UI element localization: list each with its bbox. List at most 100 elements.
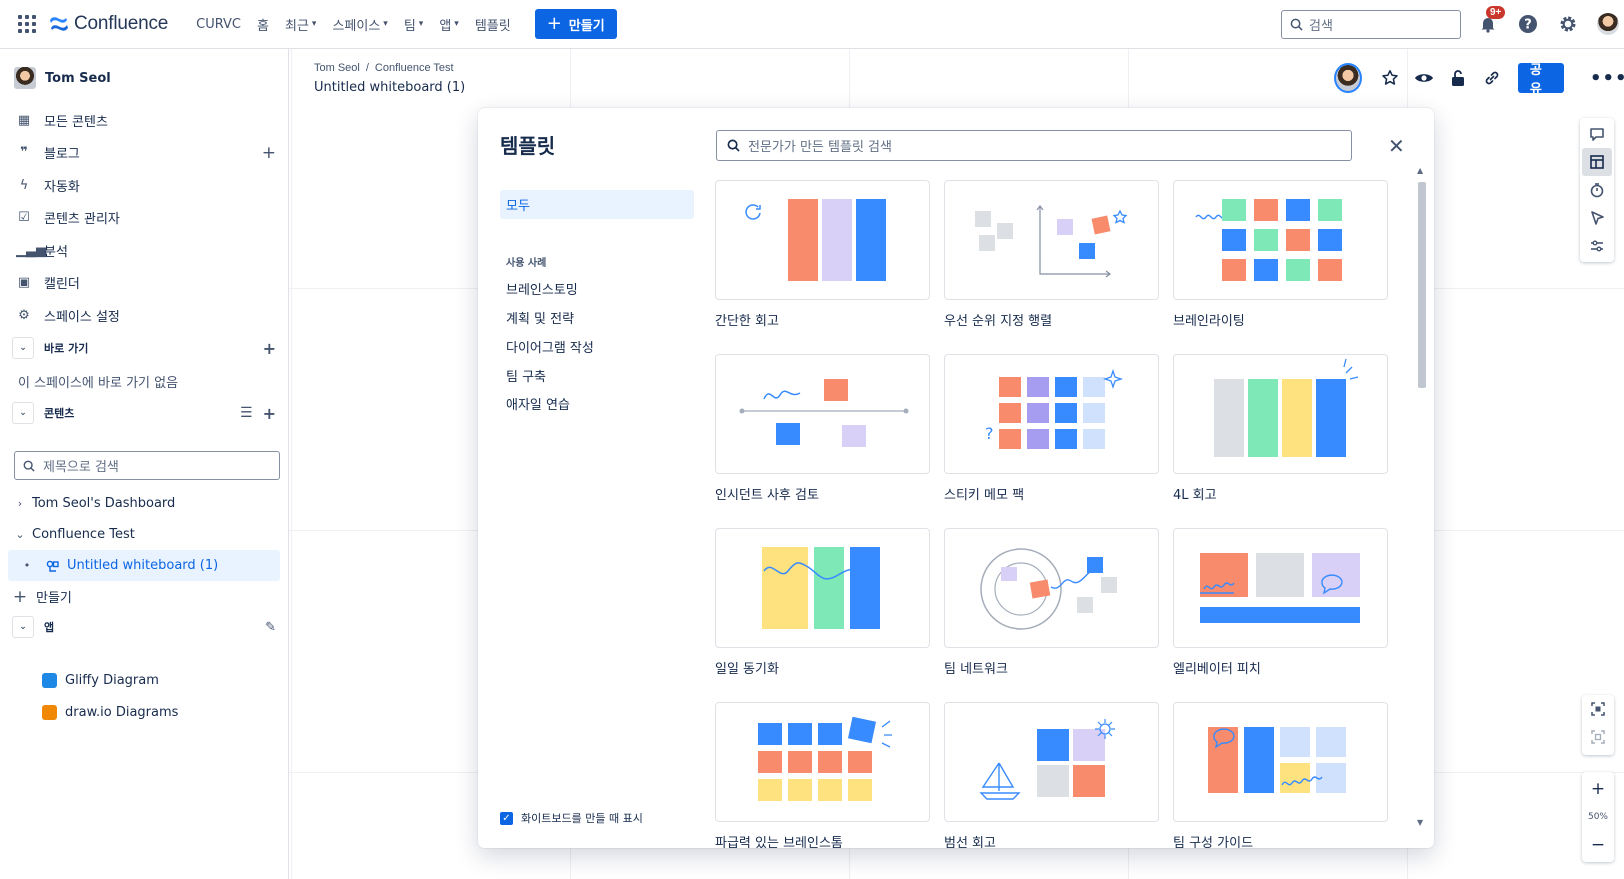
template-card-incident-review[interactable]: 인시던트 사후 검토 <box>715 354 930 503</box>
sidebar-nav: ▦ 모든 콘텐츠 ❞ 블로그 + ϟ 자동화 ☑ 콘텐츠 관리자 ▁▃▅ 분석 … <box>16 104 276 332</box>
template-label: 엘리베이터 피치 <box>1173 662 1261 677</box>
template-icon[interactable] <box>1582 148 1612 176</box>
zoom-in-button[interactable]: + <box>1590 778 1606 799</box>
template-card-sailboat-retro[interactable]: 범선 회고 <box>944 702 1159 848</box>
nav-curvc[interactable]: CURVC <box>196 17 241 32</box>
template-card-team-network[interactable]: 팀 네트워크 <box>944 528 1159 677</box>
restrictions-button[interactable] <box>1446 65 1470 91</box>
breadcrumb-item[interactable]: Confluence Test <box>374 62 454 74</box>
star-button[interactable] <box>1378 65 1402 91</box>
pointer-icon[interactable] <box>1582 204 1612 232</box>
close-icon[interactable]: ✕ <box>1388 134 1405 158</box>
chevron-right-icon[interactable]: › <box>17 497 23 510</box>
category-diagramming[interactable]: 다이어그램 작성 <box>506 341 594 356</box>
chevron-down-icon[interactable]: ⌄ <box>12 402 34 424</box>
sidebar-item-automation[interactable]: ϟ 자동화 <box>16 169 276 202</box>
nav-templates[interactable]: 템플릿 <box>475 15 511 34</box>
zoom-out-button[interactable]: − <box>1590 835 1606 856</box>
notifications-button[interactable]: 9+ <box>1476 6 1506 36</box>
template-card-sticky-pack[interactable]: ? 스티키 메모 팩 <box>944 354 1159 503</box>
template-label: 파급력 있는 브레인스톰 <box>715 836 843 848</box>
scrollbar-thumb[interactable] <box>1418 182 1426 388</box>
scroll-up-icon[interactable]: ▲ <box>1417 166 1424 175</box>
global-search-input[interactable]: 검색 <box>1281 10 1461 39</box>
search-placeholder: 제목으로 검색 <box>43 460 119 475</box>
scroll-down-icon[interactable]: ▼ <box>1417 818 1424 827</box>
plus-icon: + <box>546 13 562 34</box>
category-team-building[interactable]: 팀 구축 <box>506 370 547 385</box>
sidebar-create-button[interactable]: + 만들기 <box>8 581 280 612</box>
app-drawio[interactable]: draw.io Diagrams <box>42 705 178 720</box>
space-header[interactable]: Tom Seol <box>14 67 111 89</box>
chevron-down-icon[interactable]: ⌄ <box>12 616 34 638</box>
show-on-create-checkbox[interactable]: ✓ 화이트보드를 만들 때 표시 <box>500 810 643 826</box>
fit-screen-icon[interactable] <box>1583 695 1613 723</box>
title-search-input[interactable]: 제목으로 검색 <box>14 451 280 480</box>
nav-apps[interactable]: 앱 ▾ <box>439 15 459 34</box>
template-card-daily-sync[interactable]: 일일 동기화 <box>715 528 930 677</box>
template-card-4l-retro[interactable]: 4L 회고 <box>1173 354 1388 503</box>
page-title[interactable]: Untitled whiteboard (1) <box>314 80 466 95</box>
sidebar-item-space-settings[interactable]: ⚙ 스페이스 설정 <box>16 299 276 332</box>
top-navigation: Confluence CURVC 홈 최근 ▾ 스페이스 ▾ 팀 ▾ 앱 ▾ 템플릿 +… <box>0 0 1624 49</box>
copy-link-button[interactable] <box>1480 65 1504 91</box>
add-content-button[interactable]: + <box>262 403 276 423</box>
help-icon: ? <box>1519 15 1537 33</box>
nav-teams[interactable]: 팀 ▾ <box>404 15 424 34</box>
template-card-elevator-pitch[interactable]: 엘리베이터 피치 <box>1173 528 1388 677</box>
bar-chart-icon: ▁▃▅ <box>16 242 46 258</box>
template-card-team-charter[interactable]: 팀 구성 가이드 <box>1173 702 1388 848</box>
template-thumbnail <box>715 528 930 648</box>
timer-icon[interactable] <box>1582 176 1612 204</box>
app-switcher-icon[interactable] <box>18 15 36 33</box>
collaborator-avatar[interactable] <box>1334 63 1362 93</box>
template-card-brainwriting[interactable]: 브레인라이팅 <box>1173 180 1388 329</box>
nav-recent[interactable]: 최근 ▾ <box>285 15 316 34</box>
space-name: Tom Seol <box>45 70 111 86</box>
drawio-icon <box>42 705 57 720</box>
primary-nav: CURVC 홈 최근 ▾ 스페이스 ▾ 팀 ▾ 앱 ▾ 템플릿 <box>196 15 511 34</box>
tree-item-label: Untitled whiteboard (1) <box>67 558 219 573</box>
help-button[interactable]: ? <box>1516 12 1540 36</box>
create-button[interactable]: + 만들기 <box>534 9 617 39</box>
template-search-input[interactable]: 전문가가 만든 템플릿 검색 <box>716 130 1352 161</box>
sidebar-item-analytics[interactable]: ▁▃▅ 분석 <box>16 234 276 267</box>
sidebar-item-all-content[interactable]: ▦ 모든 콘텐츠 <box>16 104 276 137</box>
tree-item-untitled-whiteboard[interactable]: • Untitled whiteboard (1) <box>8 550 280 581</box>
fit-selection-icon[interactable] <box>1583 723 1613 751</box>
filter-icon[interactable]: ☰ <box>240 405 253 421</box>
comment-icon[interactable] <box>1582 120 1612 148</box>
sidebar-item-calendar[interactable]: ▣ 캘린더 <box>16 267 276 300</box>
nav-spaces[interactable]: 스페이스 ▾ <box>332 15 387 34</box>
edit-pencil-icon[interactable]: ✎ <box>265 619 276 635</box>
category-all[interactable]: 모두 <box>500 190 694 219</box>
confluence-logo[interactable]: Confluence <box>50 13 168 35</box>
sliders-icon[interactable] <box>1582 232 1612 260</box>
chevron-down-icon[interactable]: ⌄ <box>15 528 25 541</box>
settings-button[interactable] <box>1556 12 1580 36</box>
avatar <box>1597 13 1619 35</box>
chevron-down-icon[interactable]: ⌄ <box>12 337 34 359</box>
profile-button[interactable] <box>1596 12 1620 36</box>
category-planning[interactable]: 계획 및 전략 <box>506 312 575 327</box>
template-card-impact-brainstorm[interactable]: 파급력 있는 브레인스톰 <box>715 702 930 848</box>
sidebar-item-blog[interactable]: ❞ 블로그 + <box>16 137 276 170</box>
tree-item-confluence-test[interactable]: ⌄ Confluence Test <box>8 519 280 550</box>
category-agile[interactable]: 애자일 연습 <box>506 398 570 413</box>
add-shortcut-button[interactable]: + <box>262 338 276 358</box>
add-blog-button[interactable]: + <box>261 142 276 163</box>
watch-button[interactable] <box>1412 65 1436 91</box>
sidebar-item-content-manager[interactable]: ☑ 콘텐츠 관리자 <box>16 202 276 235</box>
tree-item-dashboard[interactable]: › Tom Seol's Dashboard <box>8 488 280 519</box>
category-brainstorming[interactable]: 브레인스토밍 <box>506 283 578 298</box>
template-card-priority-matrix[interactable]: 우선 순위 지정 행렬 <box>944 180 1159 329</box>
checkbox-label: 화이트보드를 만들 때 표시 <box>521 812 643 825</box>
more-actions-icon[interactable]: ••• <box>1589 67 1624 89</box>
nav-home[interactable]: 홈 <box>257 15 269 34</box>
template-card-simple-retro[interactable]: 간단한 회고 <box>715 180 930 329</box>
breadcrumb-item[interactable]: Tom Seol <box>314 62 360 74</box>
share-button[interactable]: 공유 <box>1517 63 1564 97</box>
template-scrollbar[interactable]: ▲ ▼ <box>1416 166 1428 830</box>
app-gliffy[interactable]: Gliffy Diagram <box>42 673 159 688</box>
template-thumbnail <box>1173 528 1388 648</box>
